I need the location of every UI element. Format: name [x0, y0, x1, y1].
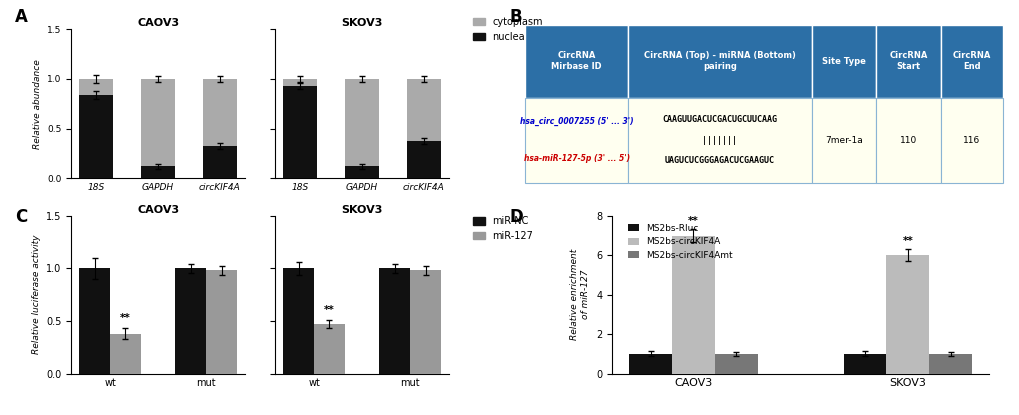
Title: CAOV3: CAOV3 [137, 18, 179, 28]
Y-axis label: Relative enrichment
of miR-127: Relative enrichment of miR-127 [570, 249, 590, 340]
Bar [379, 269, 410, 374]
Bar [344, 166, 379, 178]
Legend: cytoplasm, nuclear: cytoplasm, nuclear [469, 13, 546, 46]
Bar [283, 269, 314, 374]
Bar [843, 354, 886, 374]
Bar [203, 79, 236, 146]
Bar [344, 79, 379, 166]
Text: CircRNA (Top) - miRNA (Bottom)
pairing: CircRNA (Top) - miRNA (Bottom) pairing [643, 51, 795, 71]
Bar [407, 79, 440, 141]
Bar [110, 334, 141, 374]
Text: C: C [15, 208, 28, 225]
Text: UAGUCUCGGGAGACUCGAAGUC: UAGUCUCGGGAGACUCGAAGUC [664, 156, 774, 165]
Bar [206, 271, 236, 374]
Bar [79, 79, 113, 95]
Bar [629, 354, 672, 374]
Bar [141, 166, 175, 178]
Text: **: ** [324, 305, 334, 315]
Text: CircRNA
Mirbase ID: CircRNA Mirbase ID [550, 51, 601, 71]
Text: A: A [15, 8, 29, 26]
Bar [928, 354, 971, 374]
Text: hsa_circ_0007255 (5' ... 3'): hsa_circ_0007255 (5' ... 3') [520, 117, 633, 126]
Bar [672, 236, 714, 374]
Bar [79, 269, 110, 374]
Text: CircRNA
End: CircRNA End [952, 51, 989, 71]
Text: **: ** [120, 313, 130, 323]
Bar [141, 79, 175, 166]
Bar [175, 269, 206, 374]
Text: 110: 110 [899, 136, 916, 144]
Bar [410, 271, 440, 374]
Text: **: ** [688, 216, 698, 226]
Bar [283, 86, 317, 178]
Text: |||||||: ||||||| [702, 136, 737, 144]
Title: SKOV3: SKOV3 [341, 205, 382, 215]
Y-axis label: Relative abundance: Relative abundance [33, 59, 42, 149]
Title: CAOV3: CAOV3 [137, 205, 179, 215]
Legend: miR-NC, miR-127: miR-NC, miR-127 [469, 212, 537, 245]
Y-axis label: Relative luciferase activity: Relative luciferase activity [32, 235, 41, 354]
Text: D: D [510, 208, 523, 225]
Text: 7mer-1a: 7mer-1a [824, 136, 862, 144]
Bar [283, 79, 317, 86]
Text: B: B [510, 8, 522, 26]
Text: **: ** [902, 237, 912, 247]
Text: 116: 116 [962, 136, 979, 144]
Bar [886, 255, 928, 374]
Text: hsa-miR-127-5p (3' ... 5'): hsa-miR-127-5p (3' ... 5') [523, 154, 629, 163]
Text: CircRNA
Start: CircRNA Start [889, 51, 926, 71]
Bar [407, 141, 440, 178]
Text: CAAGUUGACUCGACUGCUUCAAG: CAAGUUGACUCGACUGCUUCAAG [661, 115, 776, 124]
Bar [314, 324, 344, 374]
Title: SKOV3: SKOV3 [341, 18, 382, 28]
Bar [79, 95, 113, 178]
Legend: MS2bs-Rluc, MS2bs-circKIF4A, MS2bs-circKIF4Amt: MS2bs-Rluc, MS2bs-circKIF4A, MS2bs-circK… [624, 220, 736, 264]
Bar [203, 146, 236, 178]
Text: Site Type: Site Type [821, 57, 865, 66]
Bar [714, 354, 757, 374]
